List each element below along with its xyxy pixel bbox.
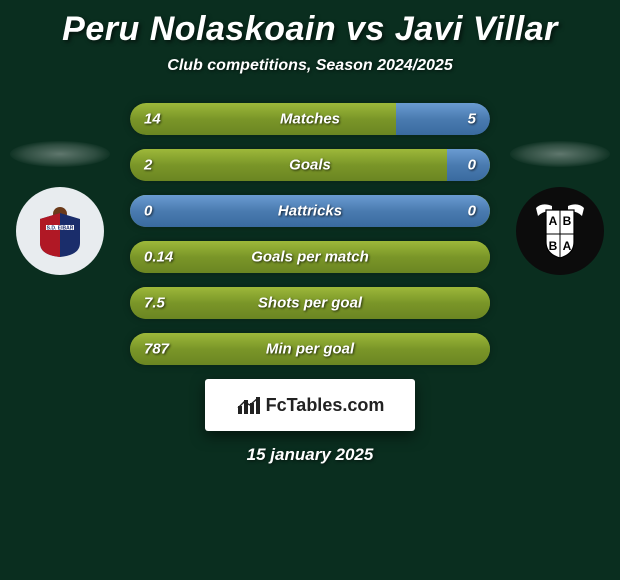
stat-value-left: 2 bbox=[144, 157, 152, 174]
stat-label: Min per goal bbox=[266, 341, 354, 358]
badge-shadow bbox=[510, 141, 610, 167]
stat-value-left: 787 bbox=[144, 341, 169, 358]
crest-left-icon: S.D. EIBAR bbox=[32, 203, 88, 259]
stat-label: Matches bbox=[280, 111, 340, 128]
svg-text:A: A bbox=[563, 239, 572, 253]
stat-row: 787 Min per goal bbox=[130, 333, 490, 365]
stat-row: 0 Hattricks 0 bbox=[130, 195, 490, 227]
club-crest-left: S.D. EIBAR bbox=[16, 187, 104, 275]
stat-label: Shots per goal bbox=[258, 295, 362, 312]
svg-text:A: A bbox=[549, 214, 558, 228]
club-crest-right: A B B A bbox=[516, 187, 604, 275]
player-left-badge: S.D. EIBAR bbox=[10, 153, 110, 253]
stat-row: 14 Matches 5 bbox=[130, 103, 490, 135]
stat-row: 7.5 Shots per goal bbox=[130, 287, 490, 319]
svg-text:B: B bbox=[563, 214, 572, 228]
stat-value-left: 0 bbox=[144, 203, 152, 220]
brand-text: FcTables.com bbox=[266, 395, 385, 416]
stat-value-right: 5 bbox=[468, 111, 476, 128]
page-subtitle: Club competitions, Season 2024/2025 bbox=[0, 57, 620, 75]
stat-label: Goals bbox=[289, 157, 331, 174]
brand-logo-icon bbox=[236, 394, 262, 416]
stat-row: 2 Goals 0 bbox=[130, 149, 490, 181]
page-title: Peru Nolaskoain vs Javi Villar bbox=[0, 10, 620, 49]
stat-value-left: 14 bbox=[144, 111, 161, 128]
date-line: 15 january 2025 bbox=[0, 445, 620, 465]
stat-value-right: 0 bbox=[468, 157, 476, 174]
svg-text:B: B bbox=[549, 239, 558, 253]
main-area: S.D. EIBAR A B B A bbox=[0, 103, 620, 365]
brand-badge: FcTables.com bbox=[205, 379, 415, 431]
badge-shadow bbox=[10, 141, 110, 167]
crest-right-icon: A B B A bbox=[532, 200, 588, 262]
stats-list: 14 Matches 5 2 Goals 0 0 Hattricks 0 0.14 Goals pe… bbox=[130, 103, 490, 365]
stat-row: 0.14 Goals per match bbox=[130, 241, 490, 273]
stat-value-right: 0 bbox=[468, 203, 476, 220]
stat-label: Hattricks bbox=[278, 203, 342, 220]
svg-text:S.D. EIBAR: S.D. EIBAR bbox=[47, 226, 74, 232]
stat-value-left: 7.5 bbox=[144, 295, 165, 312]
stat-value-left: 0.14 bbox=[144, 249, 173, 266]
stat-fill-left bbox=[130, 103, 396, 135]
infographic-root: Peru Nolaskoain vs Javi Villar Club comp… bbox=[0, 0, 620, 465]
player-right-badge: A B B A bbox=[510, 153, 610, 253]
stat-label: Goals per match bbox=[251, 249, 369, 266]
